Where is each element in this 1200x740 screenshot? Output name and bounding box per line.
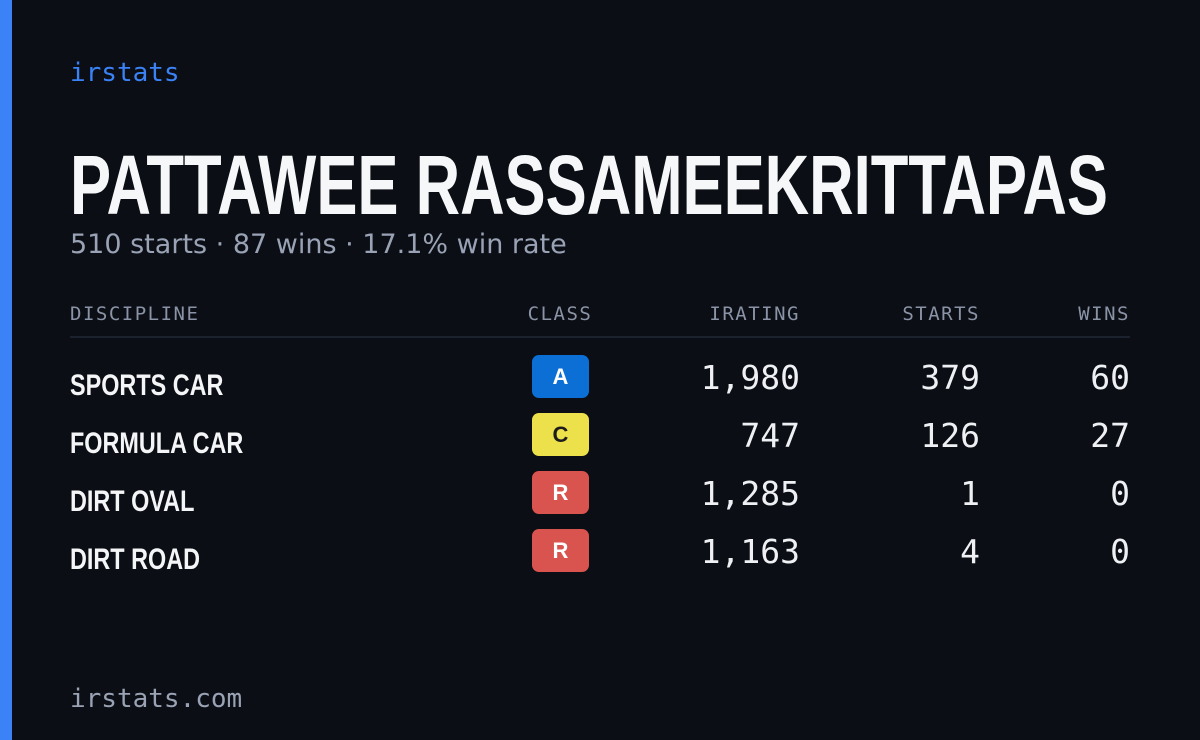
column-header: STARTS [902,303,980,325]
irating: 1,980 [700,358,800,397]
wins: 0 [1110,474,1130,513]
discipline: DIRT ROAD [70,543,200,576]
wins: 27 [1090,416,1130,455]
starts: 1 [960,474,980,513]
discipline: SPORTS CAR [70,369,224,402]
class-badge: A [532,355,589,398]
starts: 4 [960,532,980,571]
title-svg: PATTAWEE RASSAMEEKRITTAPAS [70,138,1108,228]
accent-bar [0,0,12,740]
brand: irstats [70,58,180,88]
wins: 60 [1090,358,1130,397]
summary: 510 starts · 87 wins · 17.1% win rate [70,229,567,260]
column-header: WINS [1078,303,1130,325]
class-badge: R [532,471,589,514]
discipline: FORMULA CAR [70,427,244,460]
wins: 0 [1110,532,1130,571]
class-badge: C [532,413,589,456]
column-header: CLASS [527,303,593,325]
divider [70,336,1130,338]
irating: 1,285 [700,474,800,513]
column-header: DISCIPLINE [70,303,200,325]
class-badge: R [532,529,589,572]
starts: 126 [920,416,980,455]
discipline: DIRT OVAL [70,485,195,518]
player-name: PATTAWEE RASSAMEEKRITTAPAS [70,138,1108,228]
column-header: IRATING [709,303,800,325]
footer-url: irstats.com [70,684,243,714]
irating: 1,163 [700,532,800,571]
starts: 379 [920,358,980,397]
irating: 747 [740,416,800,455]
